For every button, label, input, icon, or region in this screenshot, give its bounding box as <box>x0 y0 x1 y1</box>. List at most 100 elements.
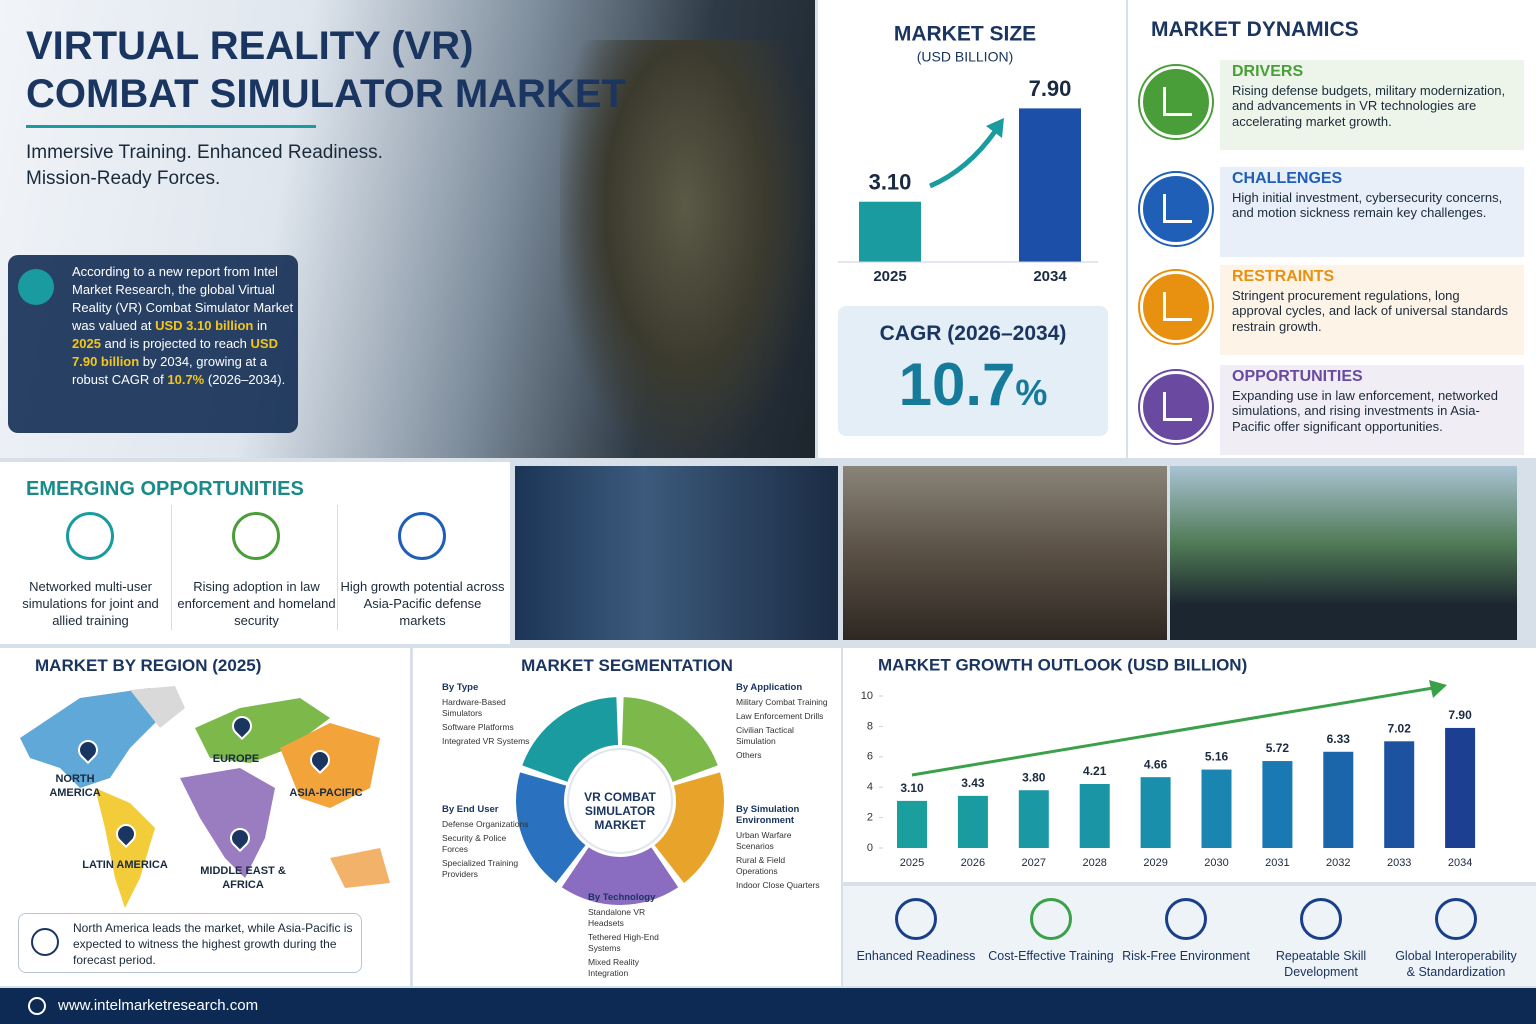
summary-box: According to a new report from Intel Mar… <box>8 255 298 433</box>
bar <box>859 201 921 262</box>
region-label: EUROPE <box>212 753 260 765</box>
segment-item: Tethered High-End Systems <box>588 932 659 953</box>
dynamics-icon <box>1140 173 1212 245</box>
summary-text: According to a new report from Intel Mar… <box>72 263 294 389</box>
segment-heading: By Technology <box>588 892 656 903</box>
value-label: 7.90 <box>1448 708 1472 722</box>
tagline-line: Immersive Training. Enhanced Readiness. <box>26 142 383 163</box>
dynamics-item: OPPORTUNITIES Expanding use in law enforc… <box>1220 365 1524 455</box>
segment-item: Urban Warfare Scenarios <box>736 830 792 851</box>
divider <box>171 505 172 630</box>
footer-globe <box>28 997 46 1015</box>
cagr-value: 10.7% <box>838 350 1108 419</box>
x-tick-label: 2026 <box>961 857 985 869</box>
dynamics-icon <box>1140 66 1212 138</box>
photo <box>1170 466 1517 640</box>
icon-glyph <box>1163 87 1192 116</box>
bar <box>957 795 988 848</box>
region-panel: MARKET BY REGION (2025) North America le… <box>0 648 410 986</box>
summary-text: and is projected to reach <box>100 336 251 351</box>
map-greenland <box>130 686 185 728</box>
dynamics-title: MARKET DYNAMICS <box>1151 18 1359 41</box>
dynamics-heading: RESTRAINTS <box>1232 268 1335 285</box>
segment-item: Mixed Reality Integration <box>588 957 640 978</box>
value-label: 7.90 <box>1029 76 1072 101</box>
footer-url: www.intelmarketresearch.com <box>58 997 259 1014</box>
summary-text: by 2034, growing at a robust CAGR of <box>72 354 268 387</box>
donut-segment <box>522 697 619 782</box>
summary-highlight: USD 7.90 billion <box>72 336 278 369</box>
x-tick-label: 2027 <box>1022 857 1046 869</box>
title-rule <box>26 125 316 128</box>
summary-highlight: USD 3.10 billion <box>155 318 254 333</box>
emerging-icon <box>232 512 280 560</box>
summary-highlight: 2025 <box>72 336 101 351</box>
benefit-icon <box>1030 898 1072 940</box>
segmentation-panel: MARKET SEGMENTATION VR COMBAT SIMULATOR … <box>413 648 841 986</box>
bar <box>897 800 927 848</box>
title: VIRTUAL REALITY (VR) COMBAT SIMULATOR MA… <box>26 22 626 118</box>
map-middle-east-africa <box>180 768 275 878</box>
x-tick-label: 2030 <box>1204 857 1228 869</box>
dynamics-icon <box>1140 371 1212 443</box>
y-tick-label: 2 <box>867 812 873 824</box>
dynamics-text: Rising defense budgets, military moderni… <box>1232 82 1506 129</box>
emerging-text: Networked multi-user simulations for joi… <box>22 579 159 628</box>
dynamics-item: RESTRAINTS Stringent procurement regulati… <box>1220 265 1524 355</box>
summary-text: According to a new report from Intel Mar… <box>72 264 294 333</box>
growth-arrow <box>929 128 999 189</box>
tagline: Immersive Training. Enhanced Readiness. … <box>26 140 383 192</box>
region-label: NORTH AMERICA <box>49 773 101 799</box>
segmentation-donut <box>516 697 724 905</box>
region-label: ASIA-PACIFIC <box>289 787 363 799</box>
donut-center: VR COMBAT SIMULATOR MARKET <box>584 790 656 832</box>
dynamics-heading: DRIVERS <box>1232 63 1304 80</box>
segment-heading: By Application <box>736 682 803 693</box>
bar <box>1384 741 1415 848</box>
market-size-chart: MARKET SIZE (USD BILLION) 3.10 2025 7.90 2034 <box>838 23 1098 285</box>
benefit-label: Enhanced Readiness <box>856 949 976 963</box>
donut-segment <box>516 772 586 883</box>
x-tick-label: 2032 <box>1326 857 1350 869</box>
value-label: 3.43 <box>961 776 985 790</box>
benefit-icon <box>1435 898 1477 940</box>
dynamics-heading: OPPORTUNITIES <box>1232 368 1363 385</box>
y-tick-label: 6 <box>867 751 873 763</box>
x-tick-label: 2034 <box>1448 857 1472 869</box>
footer: www.intelmarketresearch.com <box>0 988 1536 1024</box>
x-tick-label: 2028 <box>1082 857 1106 869</box>
divider <box>337 505 338 630</box>
segment-group: By Type Hardware-Based Simulators Software… <box>442 682 534 750</box>
dynamics-heading: CHALLENGES <box>1232 170 1343 187</box>
region-note: North America leads the market, while As… <box>73 921 353 967</box>
segment-item: Military Combat Training <box>736 697 828 707</box>
benefit-label: Cost-Effective Training <box>988 949 1114 963</box>
value-label: 3.10 <box>869 170 912 195</box>
emerging-text: High growth potential across Asia-Pacifi… <box>340 579 505 628</box>
value-label: 3.10 <box>900 781 924 795</box>
world-map <box>20 686 390 908</box>
emerging-icon <box>66 512 114 560</box>
globe-icon <box>31 928 59 956</box>
icon-glyph <box>1163 194 1192 223</box>
summary-text: in <box>253 318 268 333</box>
chart-subtitle: (USD BILLION) <box>917 49 1013 65</box>
bar <box>1140 777 1171 848</box>
bar <box>1323 751 1354 848</box>
segment-item: Software Platforms <box>442 722 514 732</box>
segment-item: Rural & Field Operations <box>736 855 786 876</box>
dynamics-item: CHALLENGES High initial investment, cyber… <box>1220 167 1524 257</box>
value-label: 4.21 <box>1083 764 1107 778</box>
photo <box>515 466 838 640</box>
bar <box>1018 790 1049 848</box>
dynamics-item: DRIVERS Rising defense budgets, military … <box>1220 60 1524 150</box>
segment-group: By Simulation Environment Urban Warfare S… <box>736 804 828 894</box>
map-oceania <box>330 848 390 888</box>
chart-title: MARKET GROWTH OUTLOOK (USD BILLION) <box>878 655 1247 674</box>
bar <box>1262 761 1293 848</box>
dynamics-text: Expanding use in law enforcement, networ… <box>1232 387 1498 434</box>
title-line: COMBAT SIMULATOR MARKET <box>26 72 626 116</box>
x-tick-label: 2025 <box>900 857 924 869</box>
y-tick-label: 4 <box>867 781 873 793</box>
cagr-box: CAGR (2026–2034) 10.7% <box>838 306 1108 436</box>
